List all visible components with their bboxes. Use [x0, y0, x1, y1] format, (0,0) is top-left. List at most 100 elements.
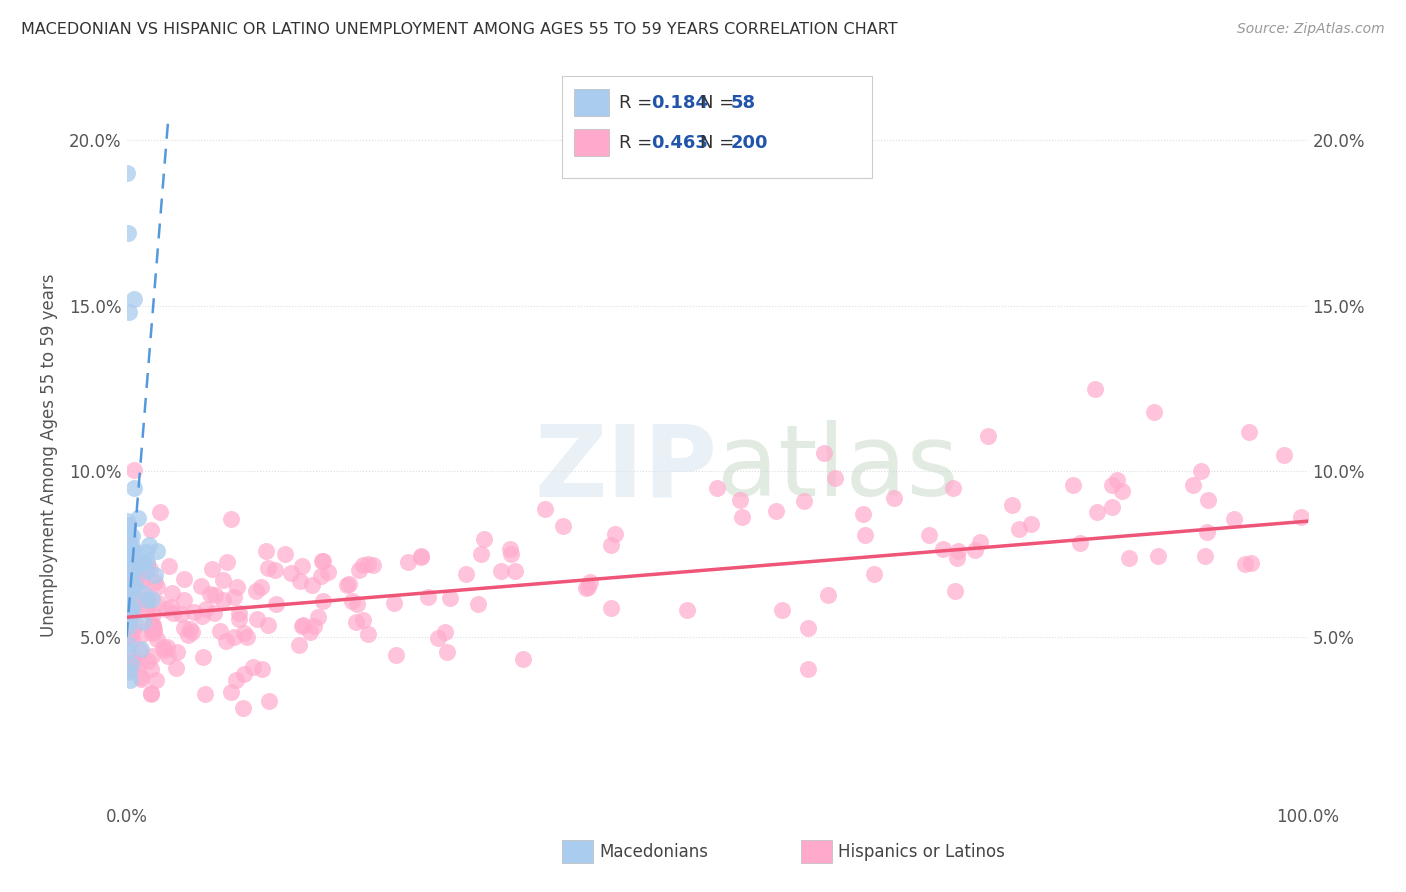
Point — [117, 644, 139, 658]
Point — [600, 601, 623, 615]
Point — [122, 656, 145, 670]
Text: Source: ZipAtlas.com: Source: ZipAtlas.com — [1237, 22, 1385, 37]
Point — [162, 606, 184, 620]
Point — [1182, 478, 1205, 492]
Point — [139, 686, 162, 700]
Point — [817, 588, 839, 602]
Point — [131, 573, 153, 587]
Point — [149, 505, 172, 519]
Point — [396, 555, 419, 569]
Point — [127, 592, 149, 607]
Point — [436, 645, 458, 659]
Point — [250, 662, 273, 676]
Point — [129, 672, 152, 686]
Point — [1197, 493, 1219, 508]
Point — [198, 587, 221, 601]
Point — [141, 621, 163, 635]
Point — [124, 568, 146, 582]
Point — [309, 568, 332, 582]
Point — [236, 630, 259, 644]
Point — [233, 625, 256, 640]
Point — [165, 661, 187, 675]
Point — [173, 572, 195, 586]
Point — [135, 545, 157, 559]
Point — [384, 596, 406, 610]
Point — [124, 549, 146, 563]
Text: R =: R = — [619, 134, 658, 152]
Point — [143, 568, 166, 582]
Point — [503, 565, 526, 579]
Point — [132, 586, 155, 600]
Text: 0.463: 0.463 — [651, 134, 707, 152]
Point — [141, 625, 163, 640]
Point — [254, 544, 277, 558]
Point — [118, 599, 141, 613]
Point — [145, 673, 167, 688]
Point — [301, 577, 323, 591]
Point — [312, 593, 335, 607]
Point — [120, 537, 142, 551]
Point — [824, 471, 846, 485]
Point — [215, 633, 238, 648]
Point — [118, 561, 141, 575]
Point — [942, 481, 965, 495]
Point — [117, 166, 139, 180]
Point — [118, 305, 141, 319]
Point — [117, 226, 139, 240]
Point — [131, 554, 153, 568]
Text: N =: N = — [700, 94, 740, 112]
Point — [224, 590, 246, 604]
Point — [1233, 558, 1256, 572]
Point — [159, 599, 181, 614]
Point — [142, 619, 165, 633]
Point — [183, 605, 205, 619]
Point — [117, 607, 139, 621]
Point — [121, 562, 143, 576]
Point — [152, 640, 174, 654]
Point — [793, 493, 815, 508]
Point — [131, 572, 153, 586]
Point — [219, 511, 242, 525]
Point — [132, 557, 155, 571]
Point — [344, 615, 367, 629]
Point — [1223, 511, 1246, 525]
Point — [177, 628, 200, 642]
Point — [173, 621, 195, 635]
Point — [135, 593, 157, 607]
Point — [131, 670, 153, 684]
Point — [146, 580, 169, 594]
Point — [1087, 505, 1109, 519]
Point — [118, 673, 141, 687]
Point — [232, 701, 254, 715]
Point — [336, 578, 359, 592]
Point — [128, 558, 150, 572]
Point — [146, 596, 169, 610]
Point — [347, 563, 370, 577]
Point — [117, 656, 139, 670]
Point — [242, 660, 264, 674]
Point — [439, 591, 461, 605]
Point — [141, 618, 163, 632]
Point — [127, 557, 149, 571]
Text: R =: R = — [619, 94, 658, 112]
Point — [209, 624, 232, 638]
Point — [233, 667, 256, 681]
Point — [141, 591, 163, 606]
Point — [292, 618, 315, 632]
Point — [288, 638, 311, 652]
Text: atlas: atlas — [717, 420, 959, 517]
Point — [129, 644, 152, 658]
Point — [1118, 550, 1140, 565]
Point — [1001, 498, 1024, 512]
Point — [575, 581, 598, 595]
Point — [117, 559, 139, 574]
Point — [211, 574, 233, 588]
Point — [120, 555, 142, 569]
Point — [578, 580, 600, 594]
Point — [311, 554, 333, 568]
Point — [534, 502, 557, 516]
Point — [121, 632, 143, 646]
Point — [946, 550, 969, 565]
Point — [139, 663, 162, 677]
Point — [132, 554, 155, 568]
